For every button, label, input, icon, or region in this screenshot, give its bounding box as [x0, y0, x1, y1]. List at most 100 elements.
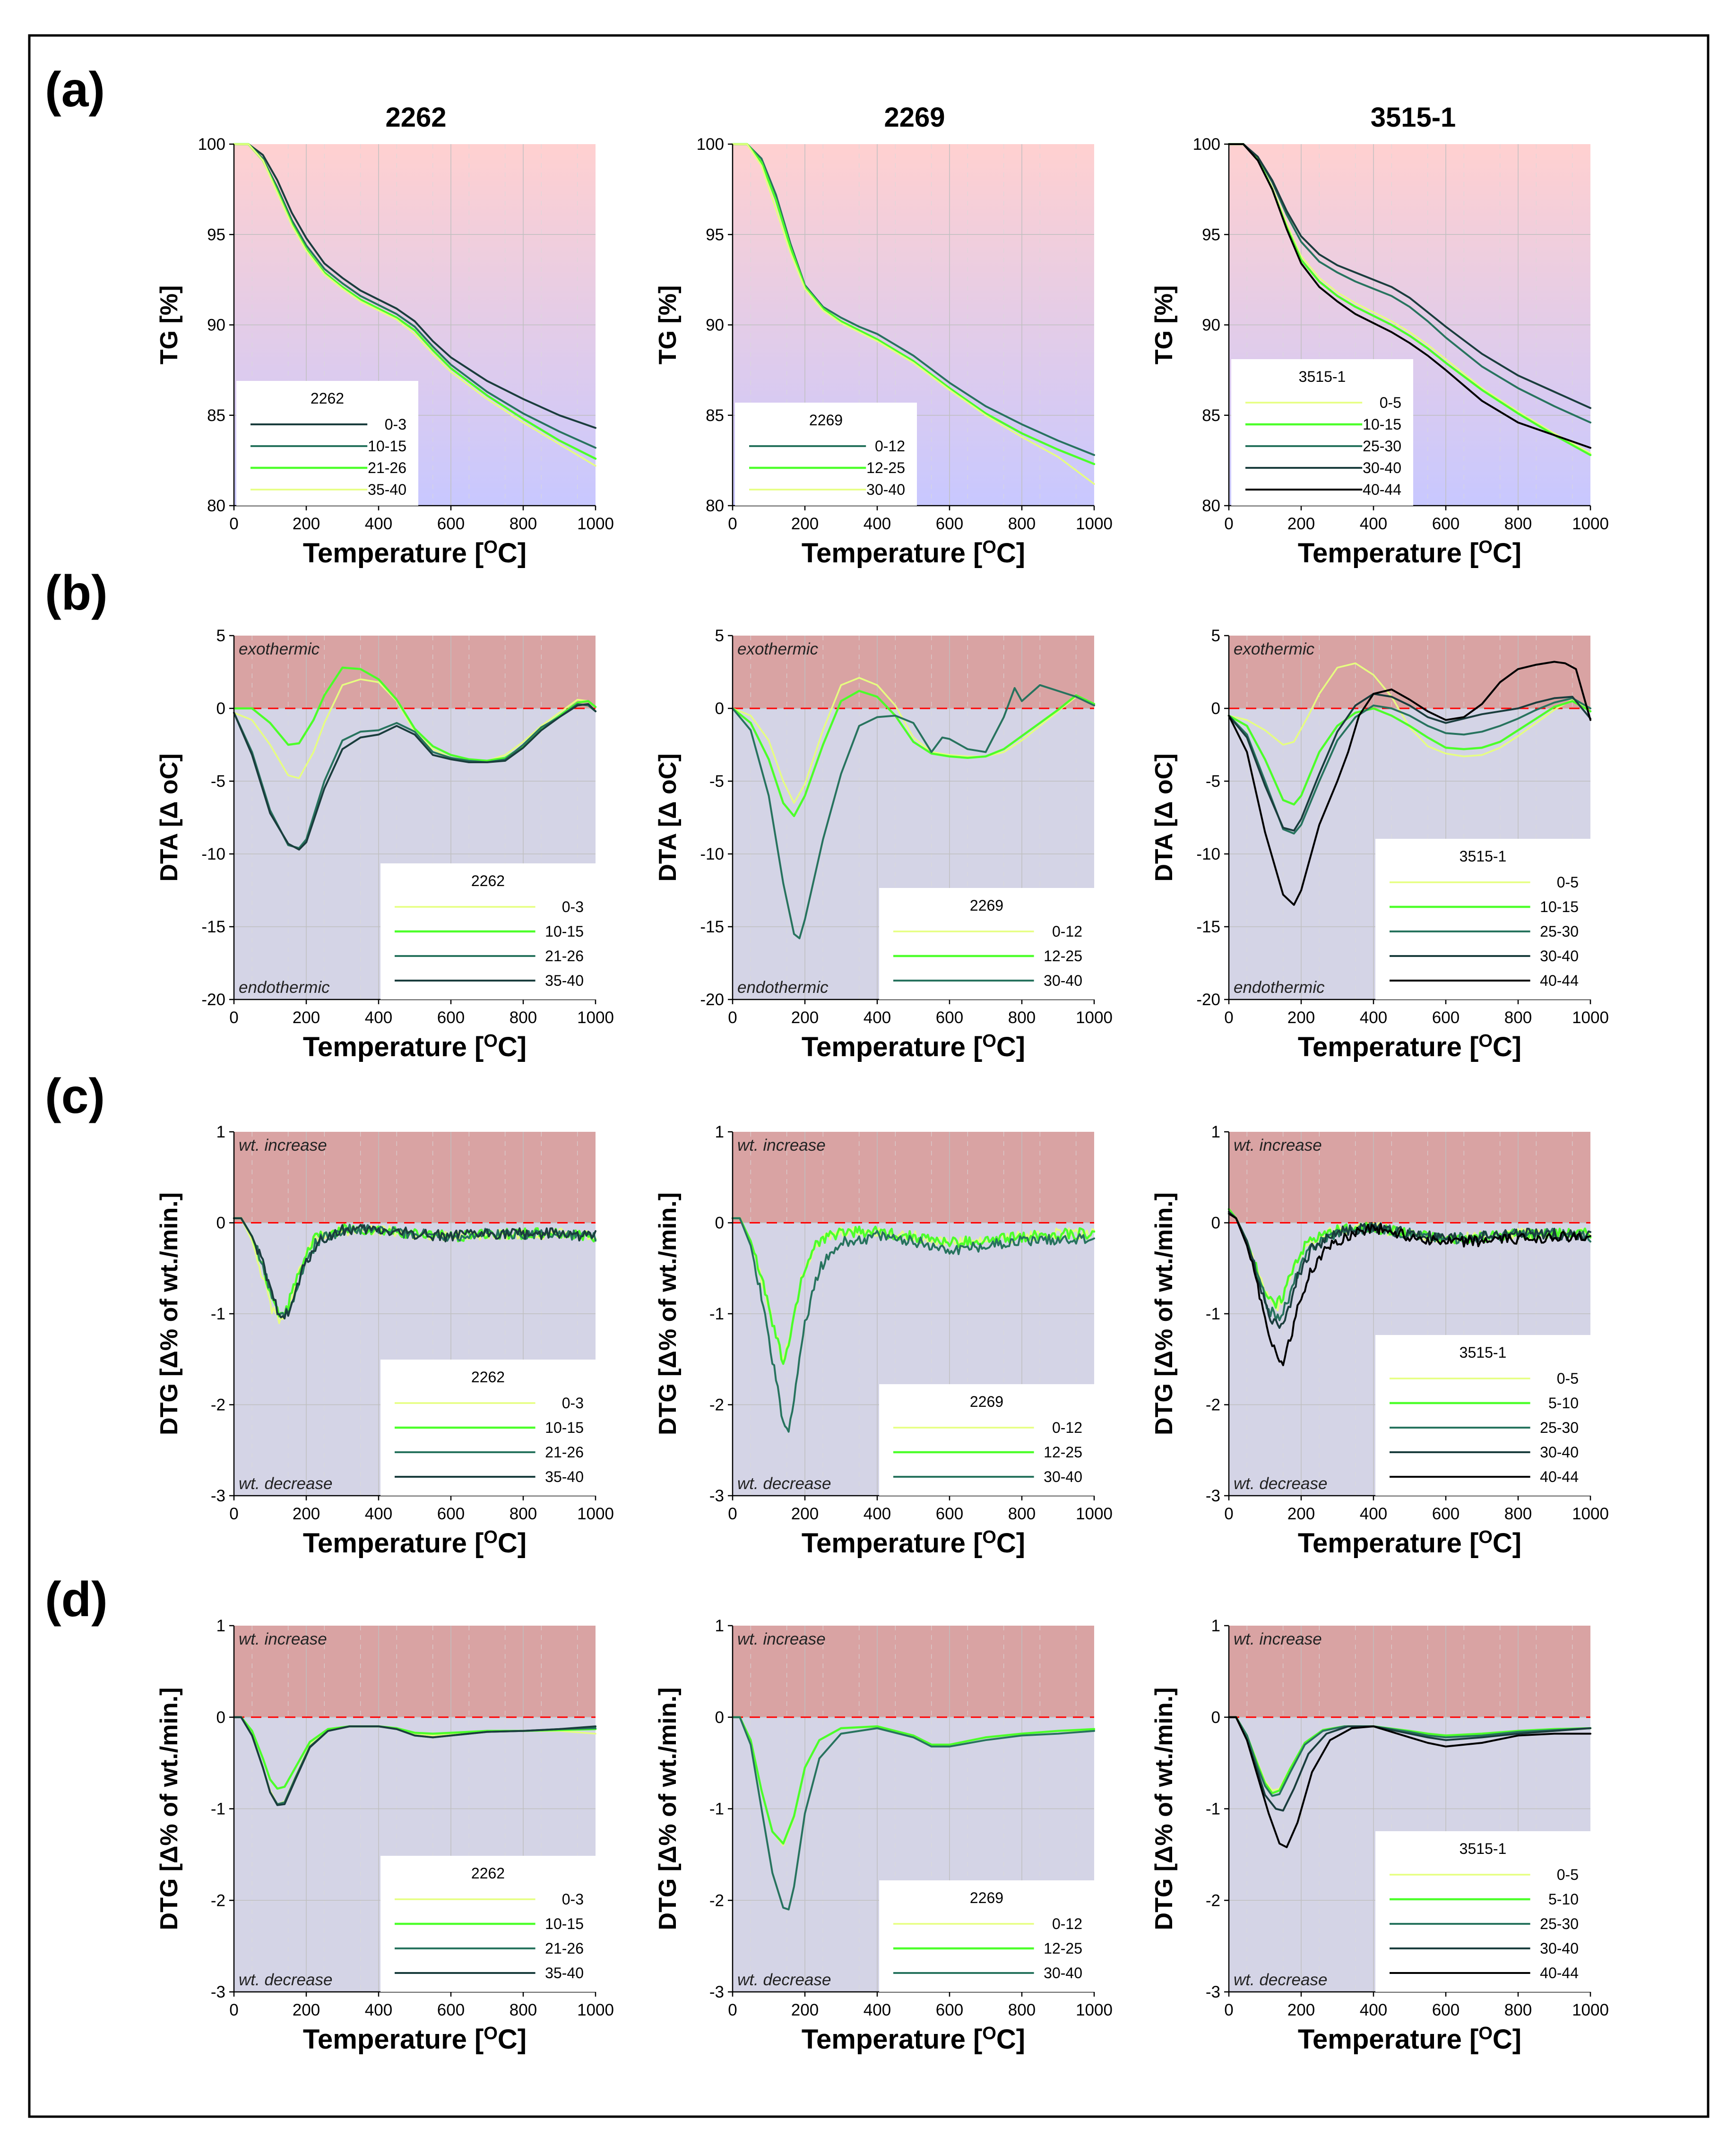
legend-entry-label: 30-40 — [1540, 1444, 1579, 1461]
x-axis-title: Temperature [OC] — [802, 537, 1025, 569]
x-tick-label: 400 — [365, 2001, 392, 2019]
y-tick-label: -1 — [211, 1305, 225, 1323]
legend-box — [735, 403, 917, 506]
legend-entry-label: 35-40 — [545, 972, 584, 989]
y-tick-label: 95 — [706, 225, 724, 244]
x-axis-title-superscript: O — [484, 2024, 498, 2043]
series-line-35-40 — [233, 1716, 596, 1806]
legend-entry-label: 10-15 — [1363, 416, 1401, 433]
series-line-30-40 — [1228, 143, 1591, 409]
y-tick-label: 85 — [207, 406, 225, 425]
x-tick-label: 200 — [791, 2001, 819, 2019]
x-axis-title-superscript: O — [982, 1527, 996, 1547]
y-tick-label: 100 — [1193, 135, 1220, 154]
y-axis-title: DTA [Δ oC] — [155, 753, 183, 881]
x-axis-title-superscript: O — [1478, 537, 1493, 557]
legend-entry-label: 10-15 — [545, 1419, 584, 1436]
y-tick-label: 80 — [1202, 497, 1220, 515]
x-tick-label: 400 — [864, 515, 891, 533]
legend-title: 2262 — [471, 1369, 505, 1386]
legend: 2269 0-12 12-25 30-40 — [879, 888, 1094, 999]
legend-entry-label: 0-3 — [385, 416, 406, 433]
x-tick-label: 0 — [728, 2001, 737, 2019]
y-tick-label: -5 — [1206, 772, 1220, 791]
legend-entry-label: 12-25 — [1044, 948, 1082, 965]
upper-region — [1229, 636, 1590, 708]
y-tick-label: 1 — [715, 1123, 724, 1141]
y-tick-label: 85 — [706, 406, 724, 425]
legend-entry-label: 0-5 — [1557, 1866, 1579, 1883]
x-tick-label: 200 — [791, 515, 819, 533]
legend: 2269 0-12 12-25 30-40 — [879, 1880, 1094, 1992]
upper-region — [234, 636, 596, 708]
y-tick-label: -2 — [211, 1396, 225, 1414]
x-tick-label: 600 — [936, 515, 963, 533]
x-tick-label: 1000 — [1076, 1505, 1113, 1523]
x-tick-label: 800 — [1008, 515, 1036, 533]
x-tick-label: 800 — [1504, 1505, 1532, 1523]
y-tick-label: 90 — [207, 316, 225, 335]
legend-entry-label: 30-40 — [1044, 1964, 1082, 1981]
x-tick-label: 600 — [1432, 1008, 1460, 1027]
series-line-40-44 — [1228, 661, 1591, 906]
row-label-a: (a) — [45, 62, 105, 117]
figure-frame — [28, 34, 1710, 2118]
panel-c2: wt. increase wt. decrease -3 -2 -1 0 1 0 200 400 6… — [654, 1123, 1113, 1559]
legend-entry-label: 5-10 — [1548, 1891, 1579, 1908]
y-axis-title: DTG [Δ% of wt./min.] — [654, 1192, 682, 1435]
series-line-35-40 — [233, 1217, 596, 1319]
x-tick-label: 800 — [510, 515, 537, 533]
series-line-30-40 — [1228, 1211, 1591, 1329]
series-line-10-15 — [233, 143, 596, 449]
x-axis-title-superscript: O — [484, 1527, 498, 1547]
legend: 2262 0-3 10-15 21-26 35-40 — [380, 1360, 596, 1496]
x-axis-title-main: Temperature [ — [802, 538, 982, 569]
x-tick-label: 400 — [365, 1008, 392, 1027]
x-tick-label: 1000 — [1572, 515, 1609, 533]
y-axis-title: DTG [Δ% of wt./min.] — [155, 1192, 183, 1435]
y-tick-label: -1 — [1206, 1305, 1220, 1323]
x-tick-label: 400 — [1360, 2001, 1387, 2019]
y-tick-label: -10 — [201, 845, 225, 863]
x-tick-label: 0 — [1224, 1505, 1233, 1523]
x-axis-title-end: C] — [996, 1528, 1025, 1559]
y-tick-label: 0 — [715, 699, 724, 718]
series-line-10-15 — [233, 1217, 597, 1318]
series-line-12-25 — [731, 1217, 1096, 1365]
x-axis-title: Temperature [OC] — [1298, 1527, 1521, 1559]
x-tick-label: 600 — [1432, 515, 1460, 533]
upper-region — [733, 636, 1094, 708]
x-axis-title-superscript: O — [1478, 1527, 1493, 1547]
series-line-0-12 — [732, 143, 1095, 456]
x-axis-title: Temperature [OC] — [1298, 537, 1521, 569]
x-tick-label: 200 — [1287, 2001, 1315, 2019]
x-axis-title-end: C] — [498, 1528, 527, 1559]
legend-entry-label: 12-25 — [866, 459, 905, 476]
x-tick-label: 800 — [1008, 2001, 1036, 2019]
x-axis-title-main: Temperature [ — [1298, 1032, 1478, 1062]
y-tick-label: -20 — [1196, 991, 1220, 1009]
y-tick-label: -2 — [709, 1396, 724, 1414]
y-tick-label: -3 — [709, 1983, 724, 2001]
legend-entry-label: 30-40 — [1044, 972, 1082, 989]
x-axis-title: Temperature [OC] — [1298, 2024, 1521, 2055]
y-tick-label: -2 — [1206, 1891, 1220, 1910]
x-tick-label: 600 — [936, 1505, 963, 1523]
legend-entry-label: 5-10 — [1548, 1395, 1579, 1412]
x-axis-title-superscript: O — [982, 2024, 996, 2043]
y-tick-label: 0 — [1211, 1214, 1220, 1232]
legend-entry-label: 21-26 — [545, 948, 584, 965]
x-axis-title: Temperature [OC] — [303, 1031, 527, 1062]
upper-region-label: wt. increase — [239, 1136, 327, 1154]
lower-region-label: wt. decrease — [737, 1474, 831, 1493]
x-tick-label: 600 — [437, 2001, 465, 2019]
upper-region-label: exothermic — [239, 640, 320, 658]
legend-entry-label: 25-30 — [1540, 1915, 1579, 1932]
x-tick-label: 800 — [510, 2001, 537, 2019]
series-line-30-40 — [1228, 693, 1591, 832]
y-tick-label: -1 — [709, 1800, 724, 1818]
y-tick-label: 80 — [706, 497, 724, 515]
legend-entry-label: 40-44 — [1540, 1964, 1579, 1981]
